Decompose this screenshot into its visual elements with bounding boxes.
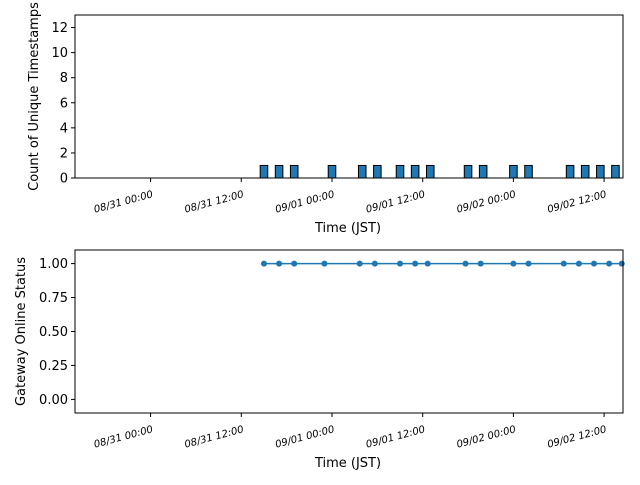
bar xyxy=(274,164,284,179)
chart-1: 0 2 4 6 8 10 12 08/31 00:00 08/31 12:00 09/01 00:… xyxy=(27,2,624,236)
data-point xyxy=(260,260,267,267)
bar xyxy=(596,164,605,179)
y-tick-label: 2 xyxy=(60,146,68,161)
bar xyxy=(373,164,382,179)
bar xyxy=(259,164,269,179)
x-tick-label: 09/02 00:00 xyxy=(456,189,518,215)
y-tick-label: 0.25 xyxy=(39,359,68,374)
bar xyxy=(289,164,299,179)
bar xyxy=(327,164,337,179)
y-axis-label: Count of Unique Timestamps xyxy=(27,2,42,191)
data-point xyxy=(477,260,484,267)
x-tick-label: 09/02 12:00 xyxy=(546,424,608,450)
data-point xyxy=(510,260,517,267)
data-point xyxy=(525,260,532,267)
bar xyxy=(524,164,533,179)
y-tick-label: 0.00 xyxy=(39,393,68,408)
x-tick-label: 08/31 12:00 xyxy=(183,424,245,450)
x-tick-label: 09/01 00:00 xyxy=(274,189,336,215)
y-tick-label: 6 xyxy=(60,96,68,111)
y-tick-label: 0 xyxy=(60,172,68,187)
data-point xyxy=(591,260,598,267)
x-tick-label: 09/01 12:00 xyxy=(365,424,427,450)
data-point xyxy=(560,260,567,267)
x-axis-label: Time (JST) xyxy=(314,221,381,236)
axes-frame xyxy=(74,14,624,179)
y-tick-label: 1.00 xyxy=(39,257,68,272)
data-point xyxy=(276,260,283,267)
bar xyxy=(565,164,575,179)
x-axis-label: Time (JST) xyxy=(314,456,381,471)
bar xyxy=(395,164,405,179)
y-tick-label: 0.50 xyxy=(39,325,68,340)
y-axis-label: Gateway Online Status xyxy=(14,257,29,406)
data-point xyxy=(424,260,431,267)
data-point xyxy=(618,260,625,267)
bar xyxy=(410,164,420,179)
y-tick-label: 0.75 xyxy=(39,291,68,306)
bar xyxy=(357,164,367,179)
axes-frame xyxy=(74,249,624,414)
data-point xyxy=(321,260,328,267)
bar xyxy=(463,164,473,179)
y-tick-label: 4 xyxy=(60,121,68,136)
bar xyxy=(611,164,620,179)
x-tick-label: 08/31 00:00 xyxy=(93,189,155,215)
data-point xyxy=(397,260,404,267)
data-point xyxy=(371,260,378,267)
x-tick-label: 09/01 12:00 xyxy=(365,189,427,215)
bar xyxy=(425,164,435,179)
x-tick-label: 09/02 12:00 xyxy=(546,189,608,215)
x-tick-label: 08/31 12:00 xyxy=(183,189,245,215)
y-tick-label: 8 xyxy=(60,71,68,86)
bar xyxy=(509,164,518,179)
chart-2: 0.00 0.25 0.50 0.75 1.00 08/31 00:00 08/31 12:… xyxy=(14,249,625,471)
bar xyxy=(478,164,488,179)
data-point xyxy=(412,260,419,267)
y-tick-label: 10 xyxy=(51,46,68,61)
x-tick-label: 09/02 00:00 xyxy=(456,424,518,450)
x-tick-label: 08/31 00:00 xyxy=(93,424,155,450)
x-tick-label: 09/01 00:00 xyxy=(274,424,336,450)
data-point xyxy=(575,260,582,267)
y-tick-label: 12 xyxy=(51,21,68,36)
data-point xyxy=(291,260,298,267)
data-point xyxy=(356,260,363,267)
bar xyxy=(580,164,590,179)
data-point xyxy=(462,260,469,267)
data-point xyxy=(606,260,613,267)
